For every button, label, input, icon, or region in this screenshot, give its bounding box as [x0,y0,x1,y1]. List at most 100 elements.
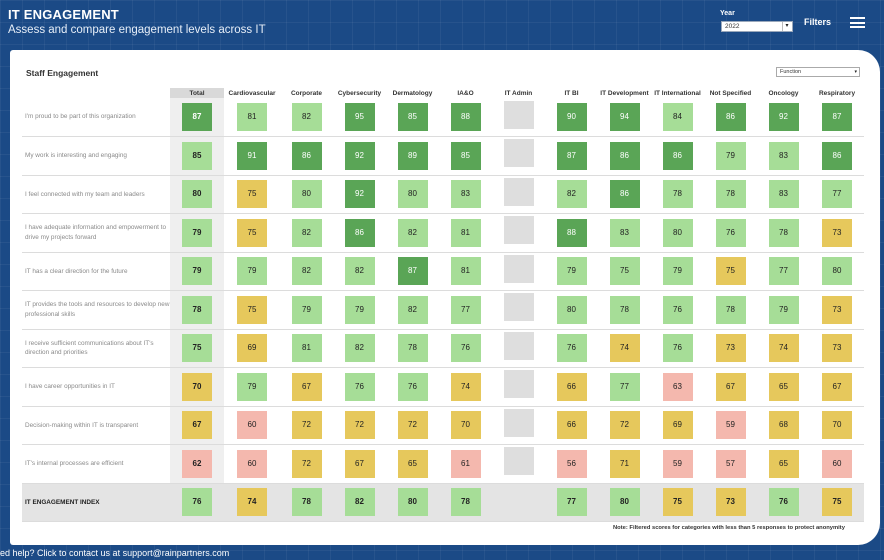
score-box[interactable]: 78 [662,180,693,209]
score-box[interactable]: 69 [237,334,267,363]
score-box[interactable]: 82 [291,218,322,247]
score-box[interactable]: 80 [397,180,428,209]
score-box[interactable]: 80 [182,180,212,209]
score-box[interactable]: 76 [397,372,428,401]
score-box[interactable]: 86 [715,103,746,131]
support-contact-link[interactable]: ed help? Click to contact us at support@… [0,548,230,558]
score-box[interactable]: 68 [768,411,799,440]
score-box[interactable]: 75 [182,334,212,363]
score-box[interactable]: 80 [822,257,852,286]
score-box[interactable]: 86 [609,141,640,170]
score-box[interactable]: 83 [768,180,799,209]
score-box[interactable]: 72 [397,411,428,440]
score-box[interactable]: 79 [662,257,693,286]
year-dropdown[interactable]: 2022 ▾ [721,21,793,32]
score-box[interactable]: 65 [768,372,799,401]
score-box[interactable]: 70 [450,411,481,440]
score-box[interactable]: 86 [344,218,375,247]
score-box[interactable]: 82 [556,180,587,209]
score-box[interactable]: 92 [344,141,375,170]
filtered-score-box[interactable] [503,447,534,476]
score-box[interactable]: 82 [397,218,428,247]
filtered-score-box[interactable] [503,370,534,399]
score-box[interactable]: 67 [822,372,852,401]
score-box[interactable]: 85 [450,141,481,170]
score-box[interactable]: 80 [397,488,428,517]
score-box[interactable]: 82 [291,257,322,286]
score-box[interactable]: 78 [715,180,746,209]
filtered-score-box[interactable] [503,331,534,360]
score-box[interactable]: 79 [182,218,212,247]
score-box[interactable]: 78 [397,334,428,363]
function-dropdown[interactable]: Function ▾ [776,67,860,77]
score-box[interactable]: 81 [450,218,481,247]
filtered-score-box[interactable] [503,216,534,245]
score-box[interactable]: 76 [556,334,587,363]
score-box[interactable]: 76 [715,218,746,247]
score-box[interactable]: 72 [291,411,322,440]
score-box[interactable]: 86 [822,141,852,170]
score-box[interactable]: 73 [715,334,746,363]
score-box[interactable]: 80 [662,218,693,247]
score-box[interactable]: 75 [237,218,267,247]
score-box[interactable]: 77 [609,372,640,401]
score-box[interactable]: 75 [822,488,852,517]
filtered-score-box[interactable] [503,100,534,129]
score-box[interactable]: 67 [715,372,746,401]
score-box[interactable]: 79 [237,257,267,286]
score-box[interactable]: 86 [291,141,322,170]
score-box[interactable]: 67 [182,411,212,440]
score-box[interactable]: 63 [662,372,693,401]
score-box[interactable]: 60 [822,449,852,478]
score-box[interactable]: 80 [291,180,322,209]
score-box[interactable]: 70 [182,372,212,401]
score-box[interactable]: 81 [237,103,267,131]
score-box[interactable]: 76 [662,334,693,363]
score-box[interactable]: 78 [182,295,212,324]
filtered-score-box[interactable] [503,139,534,168]
score-box[interactable]: 82 [344,334,375,363]
score-box[interactable]: 79 [237,372,267,401]
score-box[interactable]: 78 [450,488,481,517]
score-box[interactable]: 74 [768,334,799,363]
score-box[interactable]: 87 [182,103,212,131]
score-box[interactable]: 89 [397,141,428,170]
score-box[interactable]: 76 [768,488,799,517]
score-box[interactable]: 82 [291,103,322,131]
score-box[interactable]: 72 [609,411,640,440]
score-box[interactable]: 75 [237,180,267,209]
score-box[interactable]: 79 [291,295,322,324]
score-box[interactable]: 62 [182,449,212,478]
filtered-score-box[interactable] [503,254,534,283]
score-box[interactable]: 79 [344,295,375,324]
score-box[interactable]: 83 [609,218,640,247]
score-box[interactable]: 90 [556,103,587,131]
score-box[interactable]: 81 [291,334,322,363]
score-box[interactable]: 78 [291,488,322,517]
score-box[interactable]: 66 [556,411,587,440]
score-box[interactable]: 72 [291,449,322,478]
score-box[interactable]: 74 [450,372,481,401]
filters-button[interactable]: Filters [804,17,832,27]
score-box[interactable]: 65 [768,449,799,478]
score-box[interactable]: 87 [397,257,428,286]
score-box[interactable]: 95 [344,103,375,131]
score-box[interactable]: 77 [556,488,587,517]
score-box[interactable]: 60 [237,449,267,478]
score-box[interactable]: 77 [822,180,852,209]
score-box[interactable]: 82 [344,488,375,517]
score-box[interactable]: 78 [609,295,640,324]
score-box[interactable]: 57 [715,449,746,478]
score-box[interactable]: 91 [237,141,267,170]
score-box[interactable]: 75 [237,295,267,324]
score-box[interactable]: 71 [609,449,640,478]
score-box[interactable]: 73 [822,334,852,363]
score-box[interactable]: 59 [715,411,746,440]
filtered-score-box[interactable] [503,177,534,206]
filtered-score-box[interactable] [503,408,534,437]
score-box[interactable]: 61 [450,449,481,478]
score-box[interactable]: 75 [715,257,746,286]
score-box[interactable]: 76 [450,334,481,363]
score-box[interactable]: 85 [182,141,212,170]
score-box[interactable]: 67 [291,372,322,401]
